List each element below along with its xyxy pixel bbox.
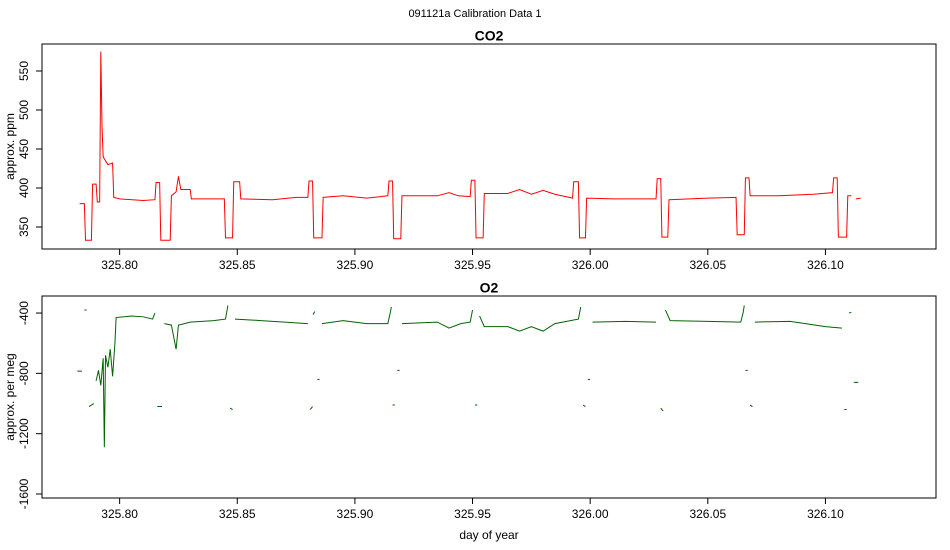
x-tick-label: 325.85 <box>219 258 256 272</box>
x-axis-label: day of year <box>459 528 518 542</box>
y-axis-label: approx. ppm <box>3 113 17 180</box>
series-line <box>77 305 859 448</box>
x-tick-label: 326.00 <box>572 507 609 521</box>
x-tick-label: 326.05 <box>689 507 726 521</box>
x-tick-label: 325.85 <box>219 507 256 521</box>
x-tick-label: 325.95 <box>454 507 491 521</box>
panel-title: CO2 <box>475 28 504 44</box>
chart-title: 091121a Calibration Data 1 <box>408 8 541 20</box>
plot-frame <box>41 295 937 499</box>
y-tick-label: 400 <box>17 178 31 198</box>
y-tick-label: 500 <box>17 100 31 120</box>
plot-frame <box>41 43 937 250</box>
y-tick-label: -1600 <box>17 478 31 509</box>
y-tick-label: 350 <box>17 217 31 237</box>
x-tick-label: 325.90 <box>337 258 374 272</box>
x-tick-label: 325.80 <box>101 507 138 521</box>
y-tick-label: -400 <box>17 301 31 325</box>
y-tick-label: 450 <box>17 139 31 159</box>
series-line <box>79 51 861 241</box>
x-tick-label: 325.95 <box>454 258 491 272</box>
x-tick-label: 325.80 <box>101 258 138 272</box>
y-tick-label: 550 <box>17 61 31 81</box>
x-tick-label: 326.00 <box>572 258 609 272</box>
y-tick-label: -1200 <box>17 418 31 449</box>
panel-title: O2 <box>480 280 499 296</box>
x-tick-label: 326.10 <box>807 507 844 521</box>
y-tick-label: -800 <box>17 361 31 385</box>
x-tick-label: 326.05 <box>689 258 726 272</box>
x-tick-label: 325.90 <box>337 507 374 521</box>
x-tick-label: 326.10 <box>807 258 844 272</box>
y-axis-label: approx. per meg <box>3 353 17 440</box>
